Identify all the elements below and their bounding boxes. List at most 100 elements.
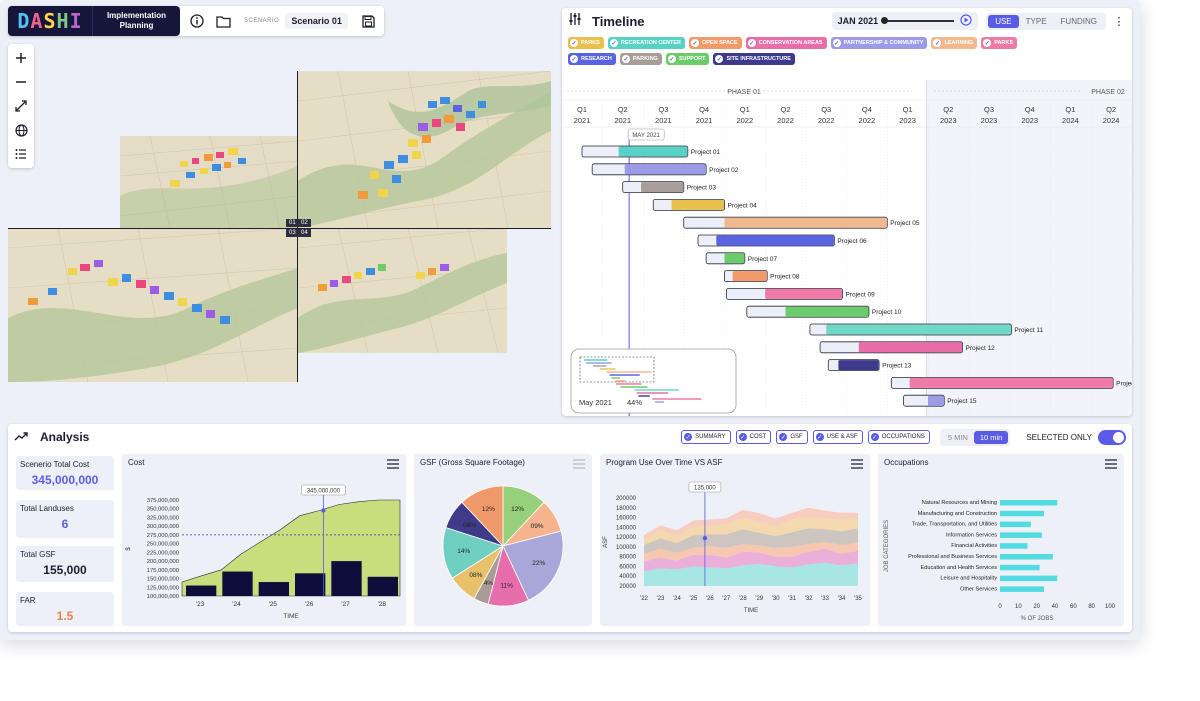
- timeline-settings-icon[interactable]: [568, 12, 582, 31]
- occ-bar[interactable]: [1000, 575, 1058, 582]
- use-xtick: '23: [657, 596, 665, 602]
- occ-bar[interactable]: [1000, 554, 1053, 560]
- project-bar-fill[interactable]: [716, 235, 834, 246]
- project-label: Project 02: [709, 167, 739, 174]
- folder-icon[interactable]: [212, 10, 234, 32]
- timeline-minimap[interactable]: [570, 348, 737, 414]
- pie-slice[interactable]: [461, 485, 504, 548]
- cost-bar[interactable]: [295, 573, 326, 596]
- project-bar-fill[interactable]: [765, 288, 842, 299]
- project-bar-fill[interactable]: [838, 360, 879, 371]
- project-bar-fill[interactable]: [618, 146, 688, 157]
- tab-type[interactable]: TYPE: [1025, 16, 1047, 26]
- cost-bar[interactable]: [331, 561, 362, 596]
- project-bar-fill[interactable]: [641, 182, 684, 193]
- analysis-chip-summary[interactable]: ✓ SUMMARY: [681, 430, 731, 444]
- filter-chip-research[interactable]: ✓ RESEARCH: [568, 53, 616, 65]
- timeline-scrubber-handle[interactable]: [881, 17, 889, 24]
- analysis-chip-use-asf[interactable]: ✓ USE & ASF: [812, 430, 863, 444]
- quarter-label: Q1: [903, 105, 913, 114]
- occ-bar[interactable]: [1000, 532, 1042, 538]
- project-bar-fill[interactable]: [927, 395, 944, 406]
- occ-bar[interactable]: [1000, 586, 1044, 592]
- minimap-percent: 44%: [627, 398, 642, 407]
- occ-bar[interactable]: [1000, 500, 1058, 506]
- pie-slice[interactable]: [442, 526, 504, 579]
- filter-chip-parking[interactable]: ✓ PARKING: [619, 53, 662, 65]
- project-bar-fill[interactable]: [909, 377, 1113, 388]
- filter-chip-site-infrastructure[interactable]: ✓ SITE INFRASTRUCTURE: [713, 53, 795, 65]
- occ-bar[interactable]: [1000, 543, 1028, 549]
- chip-label: CONSERVATION AREAS: [758, 40, 823, 46]
- filter-chip-conservation-areas[interactable]: ✓ CONSERVATION AREAS: [745, 37, 827, 49]
- project-bar-fill[interactable]: [724, 253, 745, 264]
- minimap-viewport[interactable]: [579, 356, 655, 383]
- scenario-label: SCENARIO: [244, 18, 280, 24]
- cost-bar[interactable]: [367, 576, 398, 596]
- project-bar-fill[interactable]: [671, 199, 724, 210]
- map-area[interactable]: 01 02 03 04: [0, 0, 560, 420]
- timeline-scrubber[interactable]: [881, 17, 955, 24]
- map-view-03[interactable]: [8, 228, 298, 382]
- chip-label: PARKS: [581, 40, 600, 46]
- occ-bar[interactable]: [1000, 521, 1031, 528]
- project-bar-fill[interactable]: [724, 217, 887, 228]
- project-bar-fill[interactable]: [732, 271, 767, 282]
- filter-chip-partnership-community[interactable]: ✓ PARTNERSHIP & COMMUNITY: [830, 37, 928, 49]
- cost-bar[interactable]: [222, 571, 253, 596]
- analysis-chip-cost[interactable]: ✓ COST: [735, 430, 772, 444]
- stat-value: 6: [61, 517, 69, 531]
- info-icon[interactable]: [186, 10, 208, 32]
- gsf-menu-icon[interactable]: [572, 457, 588, 471]
- occupations-menu-icon[interactable]: [1104, 457, 1120, 471]
- project-bar-fill[interactable]: [785, 306, 869, 317]
- cost-bar[interactable]: [258, 582, 289, 596]
- play-icon[interactable]: [960, 14, 972, 28]
- cost-bar[interactable]: [186, 585, 217, 596]
- interval-10min[interactable]: 10 min: [973, 430, 1009, 444]
- save-icon[interactable]: [358, 10, 380, 32]
- tab-funding[interactable]: FUNDING: [1060, 16, 1097, 26]
- filter-chip-support[interactable]: ✓ SUPPORT: [665, 53, 710, 65]
- map-view-04[interactable]: [298, 228, 507, 353]
- tab-use[interactable]: USE: [988, 14, 1019, 28]
- scenario-select[interactable]: Scenario 01: [285, 13, 348, 29]
- interval-5min[interactable]: 5 MIN: [947, 432, 968, 442]
- project-bar-fill[interactable]: [624, 164, 706, 175]
- filter-chip-open-space[interactable]: ✓ OPEN SPACE: [688, 37, 742, 49]
- analysis-chip-occupations[interactable]: ✓ OCCUPATIONS: [867, 430, 930, 444]
- timeline-more-icon[interactable]: ⋮: [1113, 15, 1125, 28]
- project-label: Project 09: [845, 291, 875, 298]
- project-bar-fill[interactable]: [858, 342, 963, 353]
- filter-chip-recreation-center[interactable]: ✓ RECREATION CENTER: [607, 37, 685, 49]
- use-xtick: '30: [772, 596, 780, 602]
- use-ylabel: ASF: [603, 536, 609, 548]
- timeline-date: JAN 2021: [837, 16, 879, 26]
- occ-bar[interactable]: [1000, 564, 1040, 571]
- layers-list-icon[interactable]: [10, 142, 32, 166]
- filter-chip-learning[interactable]: ✓ LEARNING: [931, 37, 978, 49]
- use-ytick: 180000: [616, 506, 637, 512]
- filter-chip-parks[interactable]: ✓ PARKS: [981, 37, 1018, 49]
- map-view-02[interactable]: [298, 71, 551, 228]
- pie-slice[interactable]: [502, 530, 564, 601]
- project-label: Project 13: [882, 363, 912, 370]
- occ-category-label: Professional and Business Services: [908, 554, 997, 560]
- zoom-in-icon[interactable]: [10, 46, 32, 70]
- gantt-chart[interactable]: PHASE 01 PHASE 02 Q1 2021 Q2 2021 Q3 2021 Q4 2021…: [562, 80, 1132, 416]
- zoom-out-icon[interactable]: [10, 70, 32, 94]
- selected-only-toggle[interactable]: [1098, 429, 1126, 445]
- cost-menu-icon[interactable]: [386, 457, 402, 471]
- map-view-01[interactable]: [120, 136, 298, 228]
- occ-bar[interactable]: [1000, 510, 1044, 517]
- fullscreen-icon[interactable]: [10, 94, 32, 118]
- quarter-label: Q4: [699, 105, 709, 114]
- use-menu-icon[interactable]: [850, 457, 866, 471]
- project-bar-fill[interactable]: [826, 324, 1011, 335]
- split-divider-horizontal[interactable]: [8, 228, 551, 229]
- globe-icon[interactable]: [10, 118, 32, 142]
- filter-chip-parks[interactable]: ✓ PARKS: [568, 37, 604, 49]
- analysis-chip-gsf[interactable]: ✓ GSF: [776, 430, 808, 444]
- check-icon: ✓: [609, 39, 618, 47]
